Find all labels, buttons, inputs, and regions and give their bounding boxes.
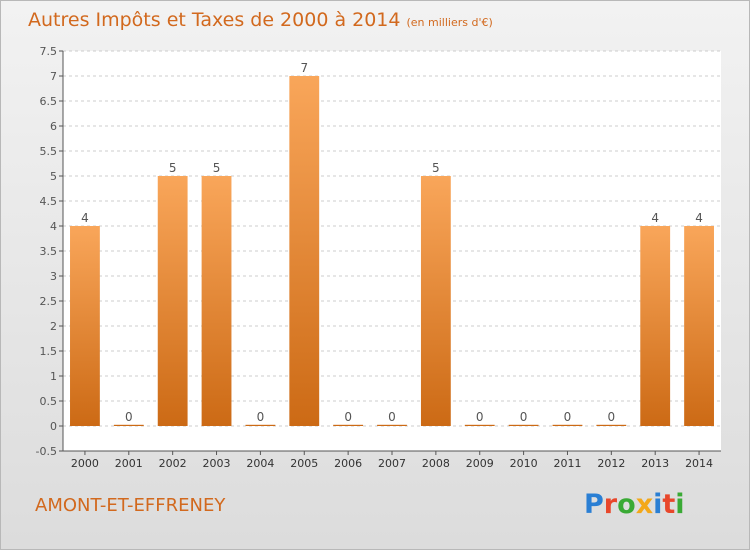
- bar-2000: [70, 226, 100, 426]
- data-label-2013: 4: [651, 211, 659, 225]
- y-tick-label: 2.5: [40, 295, 58, 308]
- bar-2010: [508, 424, 539, 426]
- x-tick-label-2011: 2011: [553, 457, 581, 470]
- chart-unit-text: (en milliers d'€): [406, 16, 493, 29]
- x-tick-label-2014: 2014: [685, 457, 713, 470]
- bars: [70, 76, 714, 426]
- bar-2009: [464, 424, 495, 426]
- x-tick-label-2008: 2008: [422, 457, 450, 470]
- bar-2003: [201, 176, 232, 426]
- data-label-2008: 5: [432, 161, 440, 175]
- y-tick-label: 1.5: [40, 345, 58, 358]
- bar-2014: [684, 226, 714, 426]
- proxiti-logo: Proxiti: [584, 489, 685, 520]
- logo-letter: i: [653, 489, 663, 520]
- data-label-2005: 7: [300, 61, 308, 75]
- y-tick-label: 0.5: [40, 395, 58, 408]
- x-tick-label-2005: 2005: [290, 457, 318, 470]
- x-tick-label-2009: 2009: [466, 457, 494, 470]
- x-tick-label-2001: 2001: [115, 457, 143, 470]
- bar-2008: [420, 176, 451, 426]
- data-label-2011: 0: [564, 410, 572, 424]
- logo-letter: P: [584, 489, 604, 520]
- bar-2013: [640, 226, 671, 426]
- data-label-2001: 0: [125, 410, 133, 424]
- data-label-2006: 0: [344, 410, 352, 424]
- y-tick-label: 6: [50, 120, 57, 133]
- y-tick-label: -0.5: [36, 445, 57, 458]
- logo-letter: r: [603, 489, 618, 520]
- logo-letter: x: [635, 489, 654, 520]
- y-tick-label: 3.5: [40, 245, 58, 258]
- data-label-2010: 0: [520, 410, 528, 424]
- commune-name: AMONT-ET-EFFRENEY: [35, 495, 226, 516]
- data-label-2014: 4: [695, 211, 703, 225]
- bar-2004: [245, 424, 276, 426]
- chart-title: Autres Impôts et Taxes de 2000 à 2014 (en…: [28, 9, 493, 31]
- logo-letter: o: [617, 489, 636, 520]
- bar-2001: [113, 424, 144, 426]
- y-tick-label: 4: [50, 220, 57, 233]
- x-tick-label-2007: 2007: [378, 457, 406, 470]
- data-label-2000: 4: [81, 211, 89, 225]
- bar-2007: [377, 424, 407, 426]
- y-tick-label: 6.5: [40, 95, 58, 108]
- x-tick-label-2010: 2010: [510, 457, 538, 470]
- data-label-2003: 5: [213, 161, 221, 175]
- x-tick-label-2003: 2003: [203, 457, 231, 470]
- x-tick-label-2004: 2004: [246, 457, 274, 470]
- y-tick-label: 0: [50, 420, 57, 433]
- y-tick-label: 3: [50, 270, 57, 283]
- logo-letter: i: [675, 489, 685, 520]
- data-label-2004: 0: [257, 410, 265, 424]
- axes: [59, 50, 721, 455]
- x-tick-label-2002: 2002: [159, 457, 187, 470]
- data-label-2007: 0: [388, 410, 396, 424]
- y-tick-label: 2: [50, 320, 57, 333]
- bar-2011: [552, 424, 583, 426]
- x-tick-label-2006: 2006: [334, 457, 362, 470]
- data-label-2002: 5: [169, 161, 177, 175]
- x-tick-label-2012: 2012: [597, 457, 625, 470]
- y-tick-label: 5: [50, 170, 57, 183]
- bar-2005: [289, 76, 320, 426]
- y-tick-label: 7: [50, 70, 57, 83]
- bar-2012: [596, 424, 627, 426]
- bar-2002: [157, 176, 188, 426]
- y-tick-label: 5.5: [40, 145, 58, 158]
- data-label-2009: 0: [476, 410, 484, 424]
- x-tick-label-2000: 2000: [71, 457, 99, 470]
- chart-title-text: Autres Impôts et Taxes de 2000 à 2014: [28, 9, 401, 31]
- bar-2006: [333, 424, 364, 426]
- data-label-2012: 0: [608, 410, 616, 424]
- y-tick-label: 1: [50, 370, 57, 383]
- x-tick-label-2013: 2013: [641, 457, 669, 470]
- logo-letter: t: [662, 489, 676, 520]
- y-tick-label: 7.5: [40, 45, 58, 58]
- labels: -0.5 0 0.5 1 1.5 2 2.5 3 3.5 4 4.5 5 5.5 6 6.5 7 7.5 4 200…: [36, 45, 714, 470]
- y-tick-label: 4.5: [40, 195, 58, 208]
